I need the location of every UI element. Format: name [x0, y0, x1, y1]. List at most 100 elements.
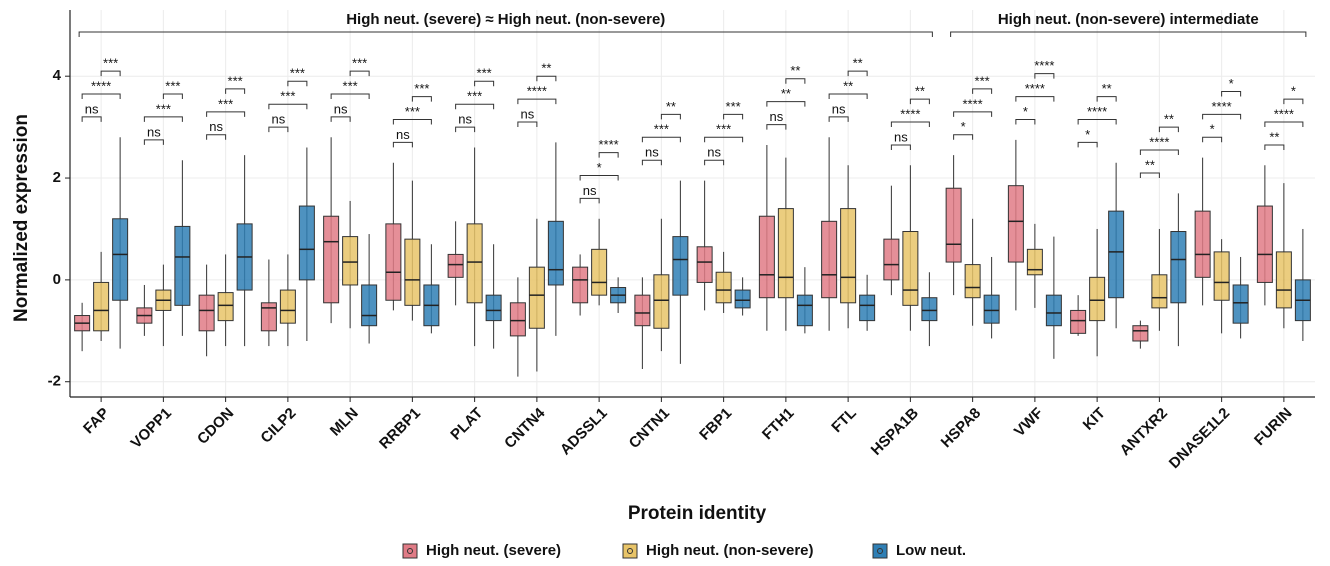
sig-bracket: [81, 116, 102, 122]
sig-label: **: [915, 84, 925, 99]
box: [1026, 248, 1043, 276]
sig-label: **: [1269, 129, 1279, 144]
sig-bracket: [1202, 136, 1223, 143]
sig-label: ns: [832, 101, 846, 116]
box: [902, 231, 919, 306]
x-tick-label: FAP: [80, 405, 113, 438]
sig-label: ***: [414, 81, 429, 96]
box: [509, 302, 526, 337]
sig-label: ***: [228, 73, 243, 88]
x-tick-label: HSPA8: [938, 405, 985, 452]
box: [883, 238, 900, 281]
sig-label: ***: [280, 89, 295, 104]
sig-bracket: [455, 126, 476, 133]
sig-bracket: [206, 134, 227, 140]
sig-label: ns: [707, 145, 721, 160]
sig-label: ***: [405, 104, 420, 119]
sig-label: ****: [1025, 81, 1045, 96]
sig-bracket: [392, 118, 432, 125]
x-tick-label: CDON: [194, 405, 237, 448]
sig-label: **: [781, 86, 791, 101]
sig-bracket: [1096, 96, 1117, 102]
sig-label: ****: [91, 78, 111, 93]
legend-label: High neut. (severe): [426, 542, 561, 559]
x-tick-label: VOPP1: [128, 405, 175, 452]
sig-bracket: [1034, 73, 1055, 79]
sig-label: ***: [290, 66, 305, 81]
box: [93, 281, 110, 332]
sig-label: **: [541, 61, 551, 76]
group-label: High neut. (severe) ≈ High neut. (non-se…: [346, 11, 665, 28]
box: [1151, 274, 1168, 309]
sig-bracket: [411, 96, 432, 102]
sig-bracket: [828, 116, 849, 122]
sig-bracket: [330, 93, 370, 100]
y-tick-label: 0: [53, 271, 61, 288]
box: [1045, 294, 1062, 327]
sig-label: ***: [467, 89, 482, 104]
box: [715, 271, 732, 304]
sig-label: ***: [343, 78, 358, 93]
x-tick-label: ADSSL1: [557, 405, 611, 459]
sig-label: ns: [396, 127, 410, 142]
legend-dot: [627, 548, 633, 554]
x-tick-label: FTL: [828, 405, 859, 436]
box: [1089, 276, 1106, 322]
x-tick-label: MLN: [327, 405, 362, 440]
sig-bracket: [143, 116, 183, 122]
x-axis-title: Protein identity: [628, 503, 767, 524]
legend-dot: [407, 548, 413, 554]
sig-label: **: [666, 99, 676, 114]
sig-bracket: [143, 139, 164, 145]
legend-label: High neut. (non-severe): [646, 542, 814, 559]
group-bracket: [78, 31, 933, 37]
box: [361, 284, 378, 327]
sig-label: *: [597, 160, 602, 175]
sig-bracket: [81, 93, 121, 100]
box: [528, 266, 545, 329]
sig-label: ns: [334, 101, 348, 116]
sig-label: ***: [352, 56, 367, 71]
sig-label: ****: [900, 106, 920, 121]
x-tick-label: CILP2: [257, 405, 299, 447]
box: [547, 220, 564, 286]
group-bracket: [950, 31, 1307, 37]
box: [859, 294, 876, 322]
sig-bracket: [1264, 144, 1285, 150]
box: [591, 248, 608, 296]
x-tick-label: VWF: [1011, 405, 1047, 441]
sig-label: ns: [645, 145, 659, 160]
x-tick-label: CNTN1: [626, 405, 673, 452]
sig-label: ****: [963, 96, 983, 111]
sig-bracket: [579, 174, 619, 181]
box: [1194, 210, 1211, 278]
sig-bracket: [287, 80, 308, 87]
sig-label: ***: [165, 78, 180, 93]
sig-label: ns: [770, 109, 784, 124]
sig-bracket: [785, 78, 806, 84]
sig-bracket: [1015, 118, 1036, 125]
box: [174, 225, 191, 306]
x-tick-label: DNASE1L2: [1166, 405, 1233, 472]
sig-bracket: [890, 121, 930, 128]
sig-bracket: [1077, 141, 1098, 148]
box: [964, 264, 981, 299]
sig-bracket: [162, 93, 183, 100]
sig-label: ****: [1034, 58, 1054, 73]
box: [466, 223, 483, 304]
sig-label: ***: [975, 73, 990, 88]
sig-label: ***: [726, 99, 741, 114]
box: [1108, 210, 1125, 299]
sig-bracket: [641, 159, 662, 166]
sig-bracket: [517, 98, 557, 105]
sig-bracket: [268, 103, 308, 110]
box: [385, 223, 402, 301]
sig-bracket: [268, 126, 289, 133]
sig-label: ns: [147, 124, 161, 139]
sig-label: ****: [1087, 104, 1107, 119]
box: [217, 292, 234, 322]
box: [945, 187, 962, 263]
box: [696, 246, 713, 283]
legend-dot: [877, 548, 883, 554]
